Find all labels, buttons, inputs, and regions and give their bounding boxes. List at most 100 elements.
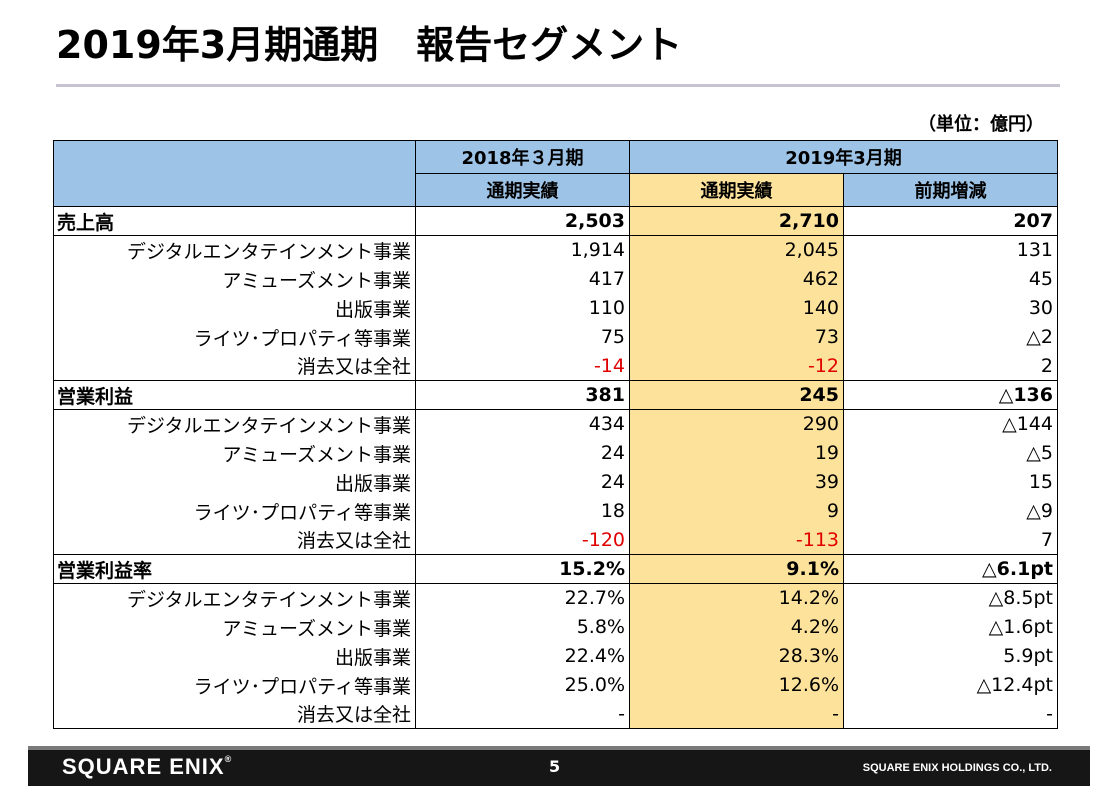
section-label: 売上高	[53, 206, 416, 236]
value-cell: 462	[629, 264, 844, 294]
header-col-curr: 通期実績	[629, 173, 844, 207]
table-row: ライツ･プロパティ等事業 75 73 △2	[53, 322, 1058, 352]
value-cell: 30	[843, 293, 1058, 323]
value-cell: 18	[415, 496, 630, 526]
value-cell: 28.3%	[629, 641, 844, 671]
value-cell: 15	[843, 467, 1058, 497]
value-cell: 1,914	[415, 235, 630, 265]
table-row: デジタルエンタテインメント事業 22.7% 14.2% △8.5pt	[53, 583, 1058, 613]
section-total-cell: 245	[629, 380, 844, 410]
value-cell: -12	[629, 351, 844, 381]
table-row: 出版事業 24 39 15	[53, 467, 1058, 497]
value-cell: △1.6pt	[843, 612, 1058, 642]
value-cell: 75	[415, 322, 630, 352]
value-cell: 290	[629, 409, 844, 439]
footer-top-line	[28, 746, 1090, 750]
page-title: 2019年3月期通期 報告セグメント	[56, 23, 683, 67]
header-row-columns: 通期実績 通期実績 前期増減	[54, 173, 1058, 207]
table-row: 消去又は全社 -120 -113 7	[53, 525, 1058, 555]
value-cell: △144	[843, 409, 1058, 439]
row-label: 出版事業	[53, 467, 416, 497]
table-row: アミューズメント事業 5.8% 4.2% △1.6pt	[53, 612, 1058, 642]
row-label: デジタルエンタテインメント事業	[53, 409, 416, 439]
value-cell: 39	[629, 467, 844, 497]
row-label: 消去又は全社	[53, 525, 416, 555]
row-label: デジタルエンタテインメント事業	[53, 235, 416, 265]
section-row: 営業利益率 15.2% 9.1% △6.1pt	[53, 554, 1058, 584]
value-cell: △2	[843, 322, 1058, 352]
page-number: 5	[549, 757, 561, 776]
section-total-cell: 9.1%	[629, 554, 844, 584]
header-row-periods: 2018年３月期 2019年3月期	[53, 140, 1058, 207]
section-row: 営業利益 381 245 △136	[53, 380, 1058, 410]
value-cell: 14.2%	[629, 583, 844, 613]
section-label: 営業利益	[53, 380, 416, 410]
table-row: 消去又は全社 - - -	[53, 699, 1058, 729]
row-label: ライツ･プロパティ等事業	[53, 670, 416, 700]
table-row: 消去又は全社 -14 -12 2	[53, 351, 1058, 381]
section-total-cell: 207	[843, 206, 1058, 236]
row-label: 消去又は全社	[53, 351, 416, 381]
table-row: 出版事業 22.4% 28.3% 5.9pt	[53, 641, 1058, 671]
title-divider	[56, 84, 1060, 87]
value-cell: 9	[629, 496, 844, 526]
header-corner	[53, 140, 416, 207]
header-period-curr: 2019年3月期	[629, 140, 1058, 174]
value-cell: -	[415, 699, 630, 729]
registered-mark: ®	[224, 754, 233, 764]
value-cell: -	[629, 699, 844, 729]
row-label: デジタルエンタテインメント事業	[53, 583, 416, 613]
value-cell: 24	[415, 438, 630, 468]
section-total-cell: △6.1pt	[843, 554, 1058, 584]
section-row: 売上高 2,503 2,710 207	[53, 206, 1058, 236]
header-period-prev: 2018年３月期	[415, 140, 630, 174]
table-row: デジタルエンタテインメント事業 434 290 △144	[53, 409, 1058, 439]
value-cell: 7	[843, 525, 1058, 555]
value-cell: 22.7%	[415, 583, 630, 613]
table-row: ライツ･プロパティ等事業 18 9 △9	[53, 496, 1058, 526]
value-cell: 5.9pt	[843, 641, 1058, 671]
table-row: ライツ･プロパティ等事業 25.0% 12.6% △12.4pt	[53, 670, 1058, 700]
row-label: ライツ･プロパティ等事業	[53, 322, 416, 352]
table-row: アミューズメント事業 24 19 △5	[53, 438, 1058, 468]
value-cell: 2	[843, 351, 1058, 381]
value-cell: 12.6%	[629, 670, 844, 700]
value-cell: 110	[415, 293, 630, 323]
value-cell: -120	[415, 525, 630, 555]
section-total-cell: 381	[415, 380, 630, 410]
footer-bar: SQUARE ENIX® 5 SQUARE ENIX HOLDINGS CO.,…	[28, 746, 1090, 786]
value-cell: 4.2%	[629, 612, 844, 642]
value-cell: 5.8%	[415, 612, 630, 642]
segment-table: 2018年３月期 2019年3月期 通期実績 通期実績 前期増減 売上高 2,50…	[53, 140, 1058, 729]
row-label: 消去又は全社	[53, 699, 416, 729]
company-name: SQUARE ENIX HOLDINGS CO., LTD.	[862, 762, 1052, 774]
value-cell: 2,045	[629, 235, 844, 265]
row-label: アミューズメント事業	[53, 264, 416, 294]
value-cell: 434	[415, 409, 630, 439]
value-cell: -113	[629, 525, 844, 555]
table-row: デジタルエンタテインメント事業 1,914 2,045 131	[53, 235, 1058, 265]
value-cell: 24	[415, 467, 630, 497]
value-cell: 45	[843, 264, 1058, 294]
table-row: アミューズメント事業 417 462 45	[53, 264, 1058, 294]
value-cell: 19	[629, 438, 844, 468]
unit-note: （単位：億円）	[918, 114, 1044, 135]
value-cell: -	[843, 699, 1058, 729]
section-total-cell: 2,710	[629, 206, 844, 236]
section-total-cell: 2,503	[415, 206, 630, 236]
section-total-cell: △136	[843, 380, 1058, 410]
value-cell: △12.4pt	[843, 670, 1058, 700]
value-cell: △8.5pt	[843, 583, 1058, 613]
square-enix-logo: SQUARE ENIX®	[62, 754, 232, 780]
value-cell: △5	[843, 438, 1058, 468]
row-label: アミューズメント事業	[53, 438, 416, 468]
row-label: ライツ･プロパティ等事業	[53, 496, 416, 526]
value-cell: 417	[415, 264, 630, 294]
value-cell: 22.4%	[415, 641, 630, 671]
row-label: 出版事業	[53, 641, 416, 671]
section-label: 営業利益率	[53, 554, 416, 584]
row-label: 出版事業	[53, 293, 416, 323]
header-col-diff: 前期増減	[843, 173, 1058, 207]
value-cell: -14	[415, 351, 630, 381]
value-cell: 25.0%	[415, 670, 630, 700]
